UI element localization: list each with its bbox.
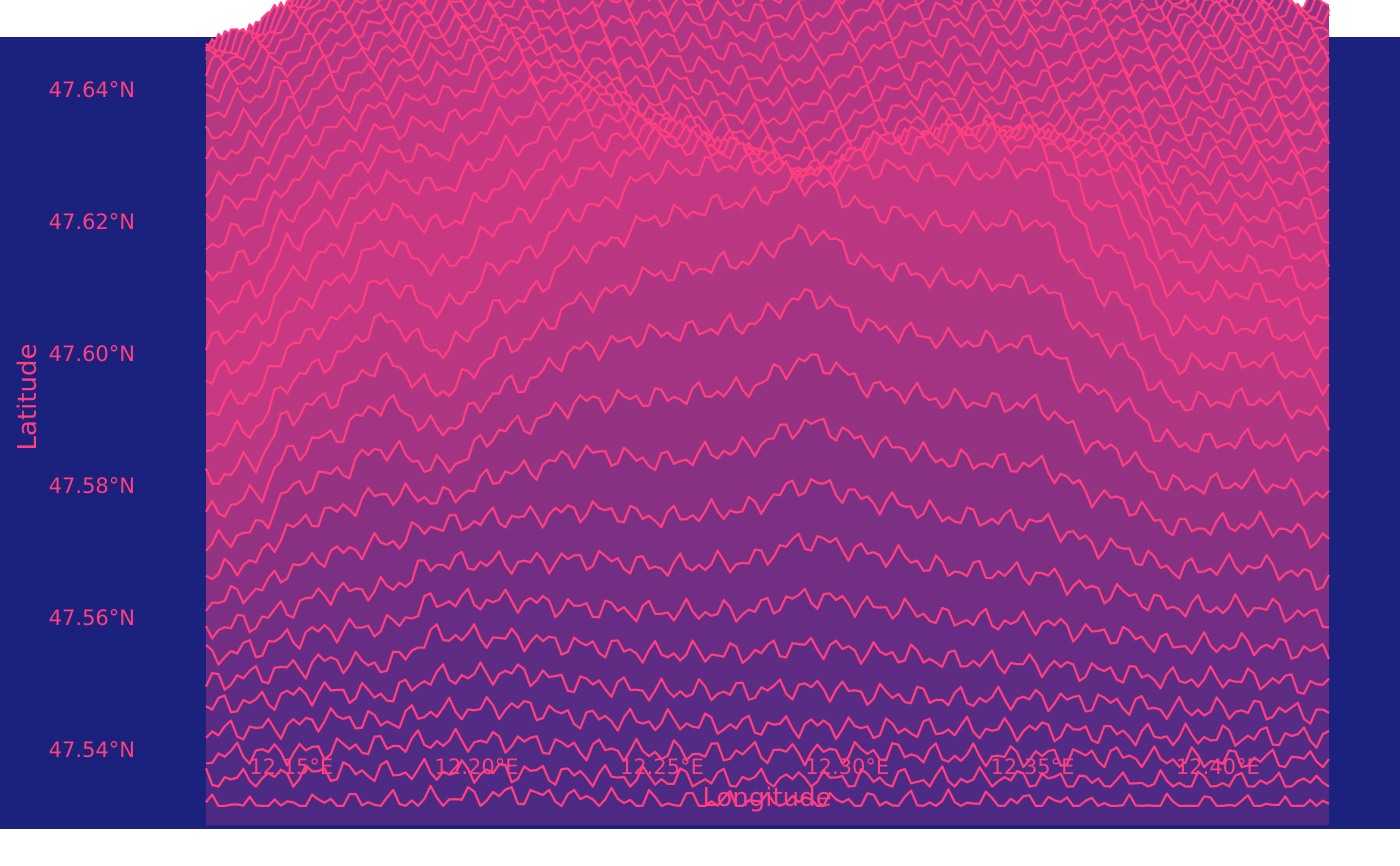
x-tick-label: 12.30°E [805, 755, 889, 779]
x-tick-label: 12.40°E [1176, 755, 1260, 779]
y-tick-label: 47.54°N [49, 738, 135, 762]
x-axis-ticks: 12.15°E 12.20°E 12.25°E 12.30°E 12.35°E 12.40… [249, 755, 1259, 779]
ridge-line [205, 477, 1331, 612]
bottom-margin [0, 829, 1400, 866]
ridge-line [204, 120, 1330, 351]
y-tick-label: 47.60°N [49, 342, 135, 366]
ridge-line [205, 353, 1330, 552]
ridge-line [205, 727, 1330, 769]
y-tick-label: 47.58°N [49, 474, 135, 498]
ridge-line [205, 0, 1331, 60]
ridge-line [205, 587, 1331, 666]
y-tick-label: 47.62°N [49, 210, 135, 234]
ridge-line [205, 0, 1330, 112]
ridge-line [204, 23, 1331, 153]
ridge-line [205, 0, 1330, 56]
ridge-line [205, 0, 1331, 66]
ridge-line [204, 0, 1330, 77]
ridge-line [204, 623, 1330, 695]
ridge-line [205, 0, 1330, 59]
ridge-line [205, 287, 1330, 518]
ridge-line [205, 696, 1330, 749]
ridge-line [204, 757, 1330, 788]
ridge-line [205, 661, 1330, 725]
ridge-line [205, 174, 1330, 453]
x-axis-title: Longitude [702, 783, 831, 813]
y-tick-label: 47.56°N [49, 606, 135, 630]
ridge-line [204, 532, 1330, 640]
ridge-line [204, 223, 1331, 486]
ridge-line [204, 29, 1330, 168]
x-tick-label: 12.35°E [991, 755, 1075, 779]
ridge-line [205, 784, 1330, 808]
ridge-line [205, 152, 1330, 417]
ridge-layer [204, 0, 1331, 826]
x-tick-label: 12.15°E [249, 755, 333, 779]
y-tick-label: 47.64°N [49, 78, 135, 102]
x-tick-label: 12.25°E [620, 755, 704, 779]
y-axis-title: Latitude [13, 343, 43, 450]
ridge-line [205, 417, 1330, 581]
ridge-fill [206, 786, 1329, 826]
ridge-line [205, 0, 1330, 94]
y-axis-ticks: 47.54°N 47.56°N 47.58°N 47.60°N 47.62°N 47.64… [49, 78, 135, 762]
x-tick-label: 12.20°E [435, 755, 519, 779]
